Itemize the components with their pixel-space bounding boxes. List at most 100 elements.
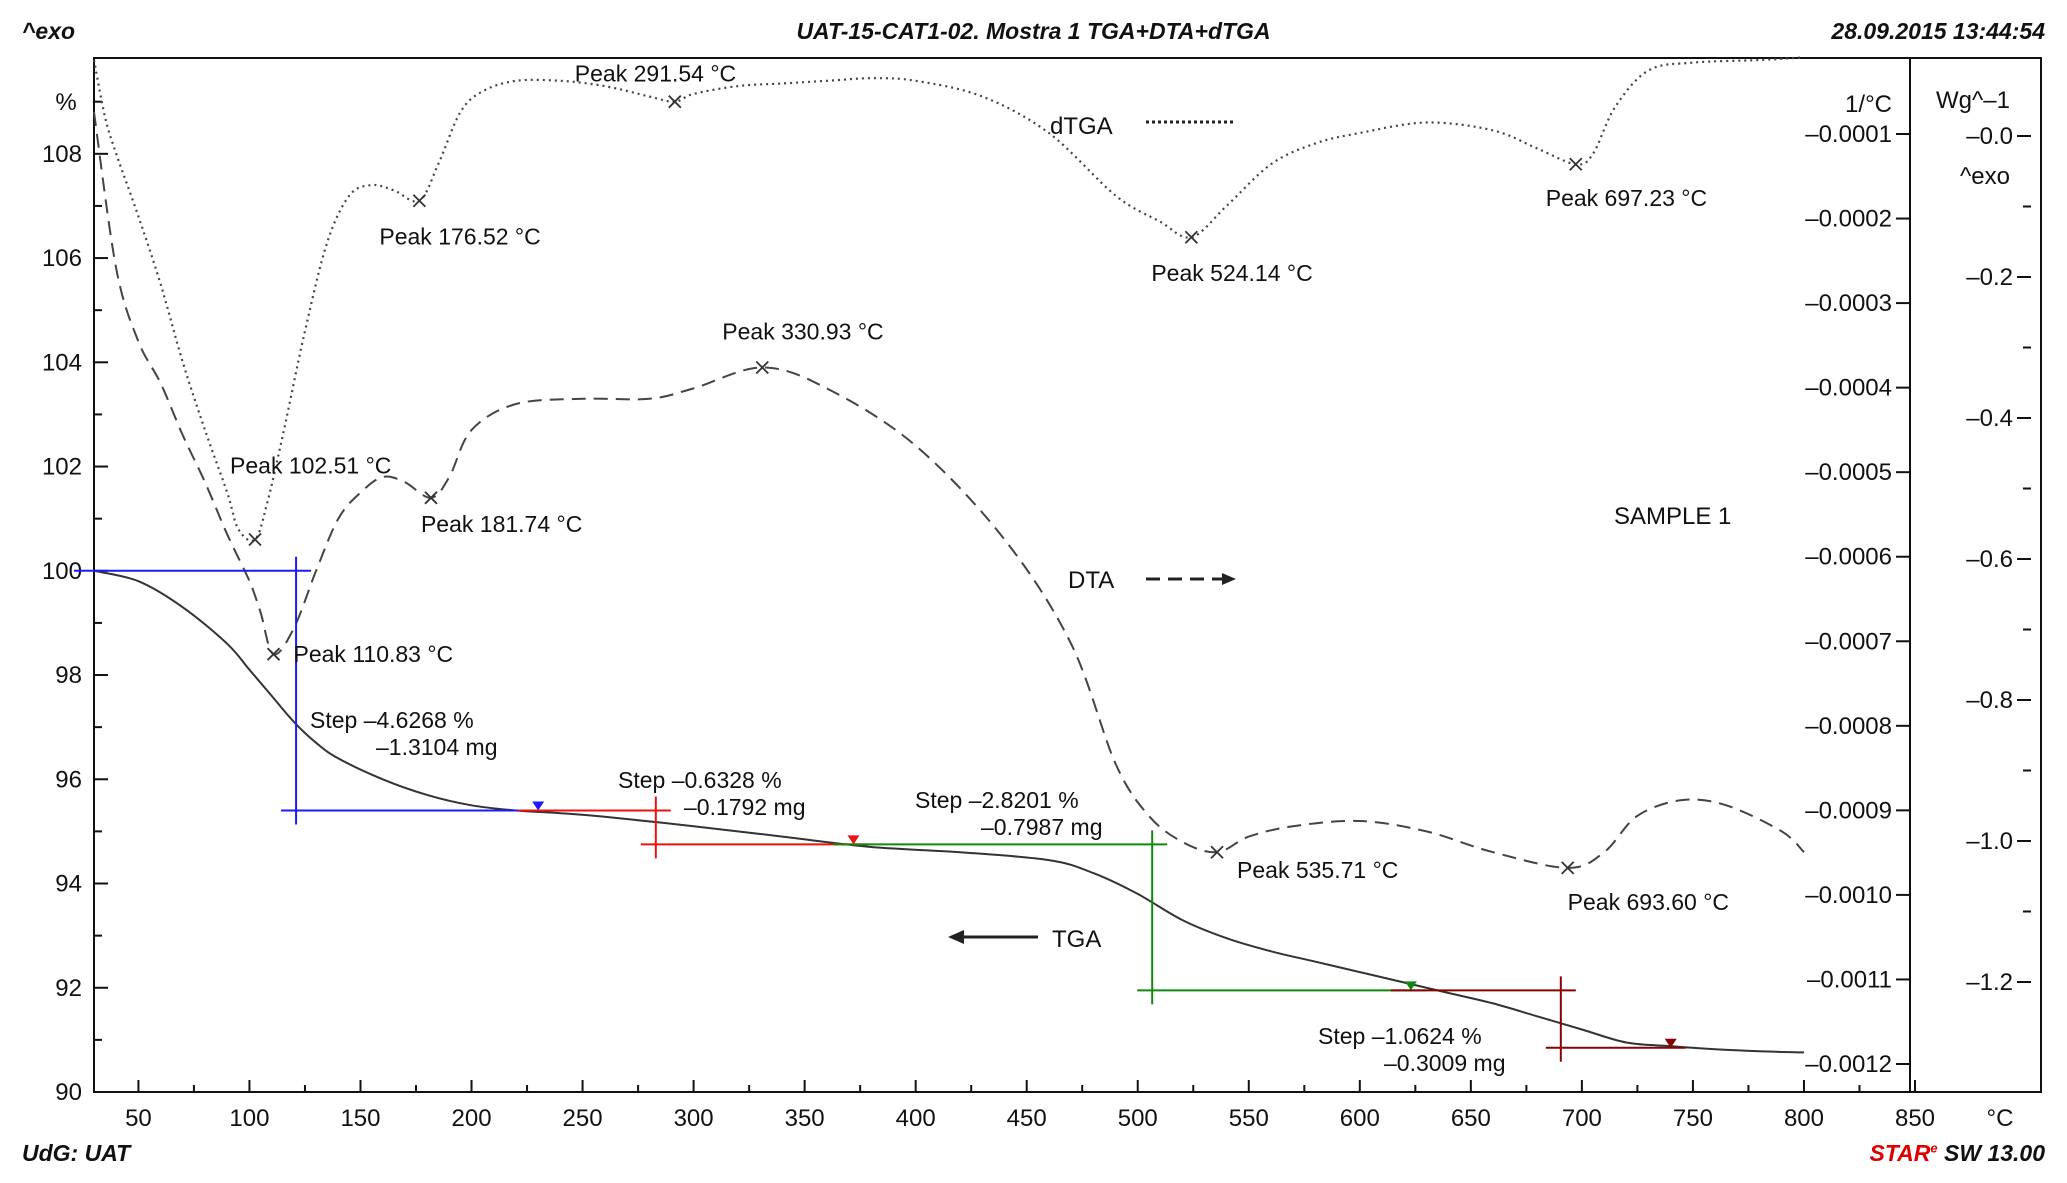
x-tick-label: 850 bbox=[1895, 1105, 1935, 1132]
x-tick-label: 750 bbox=[1673, 1105, 1713, 1132]
step-label-percent: Step –0.6328 % bbox=[618, 767, 782, 793]
peak-marker bbox=[412, 194, 427, 208]
peak-label: Peak 110.83 °C bbox=[294, 641, 454, 667]
x-tick-label: 700 bbox=[1562, 1105, 1602, 1132]
header-exo-label: ^exo bbox=[22, 18, 76, 44]
y-right-tick-label: –0.0 bbox=[1966, 123, 2013, 150]
peak-marker bbox=[1569, 157, 1583, 171]
peak-label: Peak 535.71 °C bbox=[1237, 857, 1398, 883]
x-tick-label: 150 bbox=[340, 1105, 380, 1132]
y-right-tick-label: –1.0 bbox=[1966, 828, 2013, 855]
peak-label: Peak 524.14 °C bbox=[1151, 260, 1312, 286]
step-label-mass: –0.3009 mg bbox=[1384, 1050, 1505, 1076]
y-right-tick-label: –0.4 bbox=[1966, 405, 2013, 432]
step-limit-marker bbox=[532, 801, 545, 811]
peak-marker bbox=[1184, 230, 1198, 244]
peak-label: Peak 330.93 °C bbox=[722, 319, 883, 345]
peak-label: Peak 291.54 °C bbox=[575, 61, 736, 87]
step-label-percent: Step –4.6268 % bbox=[310, 707, 474, 733]
y-right-tick-label: –0.2 bbox=[1966, 264, 2013, 291]
y-left-tick-label: 106 bbox=[42, 245, 82, 272]
star-logo-mark: e bbox=[1930, 1140, 1938, 1156]
peak-marker bbox=[1561, 861, 1575, 875]
footer-lab-label: UdG: UAT bbox=[22, 1140, 131, 1166]
peak-label: Peak 176.52 °C bbox=[379, 224, 540, 250]
x-tick-label: 450 bbox=[1007, 1105, 1047, 1132]
x-tick-label: 400 bbox=[896, 1105, 936, 1132]
chart-title: UAT-15-CAT1-02. Mostra 1 TGA+DTA+dTGA bbox=[796, 18, 1271, 44]
y-left-tick-label: 96 bbox=[55, 766, 82, 793]
y-left-tick-label: 98 bbox=[55, 662, 82, 689]
y-mid-tick-label: –0.0012 bbox=[1805, 1051, 1892, 1078]
y-left-tick-label: 92 bbox=[55, 975, 82, 1002]
y-mid-tick-label: –0.0003 bbox=[1805, 290, 1892, 317]
y-left-tick-label: 108 bbox=[42, 141, 82, 168]
peak-label: Peak 697.23 °C bbox=[1546, 185, 1707, 211]
peak-marker bbox=[266, 647, 281, 661]
y-mid-tick-label: –0.0006 bbox=[1805, 544, 1892, 571]
peak-marker bbox=[424, 491, 438, 505]
legend-tga-label: TGA bbox=[1052, 926, 1101, 953]
legend-tga-arrowhead bbox=[948, 930, 964, 944]
footer-software-label: STARe SW 13.00 bbox=[1869, 1140, 2045, 1167]
star-logo: STAR bbox=[1869, 1140, 1931, 1166]
plot-border bbox=[93, 57, 2042, 1093]
step-label-mass: –1.3104 mg bbox=[376, 734, 497, 760]
peak-label: Peak 181.74 °C bbox=[421, 511, 582, 537]
x-tick-label: 100 bbox=[229, 1105, 269, 1132]
peak-annotations: Peak 291.54 °C Peak 176.52 °C Peak 524.14 … bbox=[230, 61, 1729, 915]
y-left-tick-label: 94 bbox=[55, 871, 82, 898]
y-right-tick-label: –1.2 bbox=[1966, 969, 2013, 996]
legend-dtga-label: dTGA bbox=[1050, 113, 1113, 140]
header-datetime: 28.09.2015 13:44:54 bbox=[1831, 18, 2045, 44]
sample-label: SAMPLE 1 bbox=[1614, 503, 1731, 530]
peak-label: Peak 102.51 °C bbox=[230, 453, 391, 479]
y-mid-tick-label: –0.0010 bbox=[1805, 882, 1892, 909]
x-tick-label: 250 bbox=[563, 1105, 603, 1132]
x-tick-label: 500 bbox=[1118, 1105, 1158, 1132]
y-mid-tick-label: –0.0008 bbox=[1805, 713, 1892, 740]
x-tick-label: 350 bbox=[785, 1105, 825, 1132]
step-limit-marker bbox=[1664, 1038, 1677, 1048]
peak-marker bbox=[1210, 845, 1224, 859]
y-mid-tick-label: –0.0005 bbox=[1805, 459, 1892, 486]
x-tick-label: 300 bbox=[674, 1105, 714, 1132]
y-mid-axis-label: 1/°C bbox=[1845, 91, 1892, 118]
x-tick-label: 600 bbox=[1340, 1105, 1380, 1132]
y-mid-tick-label: –0.0009 bbox=[1805, 797, 1892, 824]
step-label-percent: Step –2.8201 % bbox=[915, 787, 1079, 813]
y-mid-tick-label: –0.0002 bbox=[1805, 206, 1892, 233]
y-mid-tick-label: –0.0007 bbox=[1805, 628, 1892, 655]
step-label-percent: Step –1.0624 % bbox=[1318, 1023, 1482, 1049]
peak-label: Peak 693.60 °C bbox=[1568, 889, 1729, 915]
y-mid-tick-label: –0.0004 bbox=[1805, 375, 1892, 402]
peak-marker bbox=[248, 532, 262, 547]
y-left-axis-label: % bbox=[55, 89, 76, 116]
legend-dta-label: DTA bbox=[1068, 567, 1114, 594]
exo-direction-label: ^exo bbox=[1960, 163, 2010, 190]
step-limit-marker bbox=[847, 835, 860, 845]
x-tick-label: 800 bbox=[1784, 1105, 1824, 1132]
legend: dTGA DTA TGA SAMPLE 1 bbox=[948, 113, 1731, 953]
y-left-tick-label: 102 bbox=[42, 454, 82, 481]
y-right-tick-label: –0.6 bbox=[1966, 546, 2013, 573]
x-tick-label: 650 bbox=[1451, 1105, 1491, 1132]
software-version: SW 13.00 bbox=[1937, 1140, 2045, 1166]
y-left-tick-label: 90 bbox=[55, 1079, 82, 1106]
x-tick-label: 50 bbox=[125, 1105, 152, 1132]
series-dta-line bbox=[93, 111, 1805, 869]
step-label-mass: –0.1792 mg bbox=[684, 794, 805, 820]
legend-dta-arrowhead bbox=[1222, 573, 1236, 585]
y-mid-tick-label: –0.0011 bbox=[1807, 966, 1892, 993]
y-right-tick-label: –0.8 bbox=[1966, 687, 2013, 714]
peak-marker bbox=[668, 95, 682, 109]
axes: 50 100 150 200 250 300 350 400 450 500 550 600 650 70… bbox=[42, 87, 2031, 1132]
y-mid-tick-label: –0.0001 bbox=[1805, 121, 1892, 148]
plot-frame bbox=[93, 57, 2042, 1093]
y-left-tick-label: 104 bbox=[42, 349, 82, 376]
step-label-mass: –0.7987 mg bbox=[981, 814, 1102, 840]
x-tick-label: 200 bbox=[452, 1105, 492, 1132]
x-tick-label: 550 bbox=[1229, 1105, 1269, 1132]
peak-marker bbox=[755, 360, 769, 375]
